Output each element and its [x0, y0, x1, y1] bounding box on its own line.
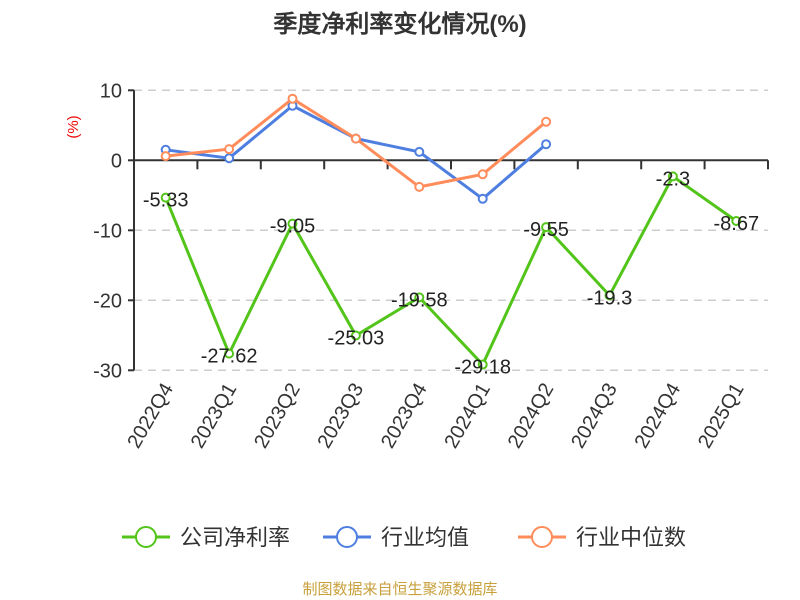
y-tick-label: 10: [100, 80, 122, 102]
x-tick-label: 2023Q2: [250, 380, 305, 453]
data-label: -8.67: [714, 213, 760, 235]
data-label: -2.3: [656, 168, 690, 190]
data-point[interactable]: [604, 290, 615, 301]
x-tick-label: 2023Q3: [314, 380, 369, 453]
data-label: -9.05: [270, 216, 316, 238]
x-tick-label: 2022Q4: [123, 380, 178, 453]
legend-label: 公司净利率: [180, 525, 290, 550]
x-tick-label: 2024Q3: [567, 380, 622, 453]
x-tick-label: 2024Q4: [631, 380, 686, 453]
legend-item-1[interactable]: 行业均值: [323, 525, 469, 550]
data-point[interactable]: [414, 146, 425, 157]
data-point[interactable]: [541, 116, 552, 127]
data-point[interactable]: [287, 218, 298, 229]
data-point[interactable]: [414, 292, 425, 303]
data-point[interactable]: [224, 153, 235, 164]
legend-label: 行业中位数: [576, 525, 686, 550]
y-tick-label: -10: [93, 220, 122, 242]
x-tick-label: 2023Q1: [187, 380, 242, 453]
series-line-1: [165, 103, 548, 201]
chart-title: 季度净利率变化情况(%): [273, 10, 526, 38]
data-label: -29.18: [454, 357, 511, 379]
data-label: -19.3: [587, 287, 633, 309]
data-label: -27.62: [201, 346, 258, 368]
data-point[interactable]: [477, 359, 488, 370]
legend-marker-icon: [135, 526, 157, 548]
y-tick-label: -20: [93, 290, 122, 312]
legend-item-2[interactable]: 行业中位数: [518, 525, 686, 550]
legend-item-0[interactable]: 公司净利率: [122, 525, 290, 550]
legend-label: 行业均值: [381, 525, 469, 550]
data-label: -25.03: [328, 328, 385, 350]
x-tick-label: 2024Q1: [440, 380, 495, 453]
x-tick-label: 2025Q1: [694, 380, 749, 453]
y-axis-label: (%): [65, 115, 82, 138]
data-point[interactable]: [541, 222, 552, 233]
data-label: -19.58: [391, 289, 448, 311]
data-point[interactable]: [477, 193, 488, 204]
data-point[interactable]: [160, 192, 171, 203]
data-point[interactable]: [414, 181, 425, 192]
data-point[interactable]: [287, 93, 298, 104]
data-label: -5.33: [143, 190, 189, 212]
footer-source: 制图数据来自恒生聚源数据库: [302, 581, 497, 598]
data-point[interactable]: [667, 171, 678, 182]
data-point[interactable]: [224, 144, 235, 155]
data-point[interactable]: [477, 169, 488, 180]
data-point[interactable]: [350, 330, 361, 341]
data-point[interactable]: [160, 151, 171, 162]
series-line-0: [164, 174, 738, 368]
data-point[interactable]: [350, 133, 361, 144]
data-point[interactable]: [541, 139, 552, 150]
x-tick-label: 2023Q4: [377, 380, 432, 453]
data-point[interactable]: [731, 215, 742, 226]
legend-marker-icon: [336, 526, 358, 548]
data-label: -9.55: [523, 219, 569, 241]
y-tick-label: -30: [93, 360, 122, 382]
data-point[interactable]: [224, 348, 235, 359]
x-tick-label: 2024Q2: [504, 380, 559, 453]
y-tick-label: 0: [111, 150, 122, 172]
legend-marker-icon: [531, 526, 553, 548]
